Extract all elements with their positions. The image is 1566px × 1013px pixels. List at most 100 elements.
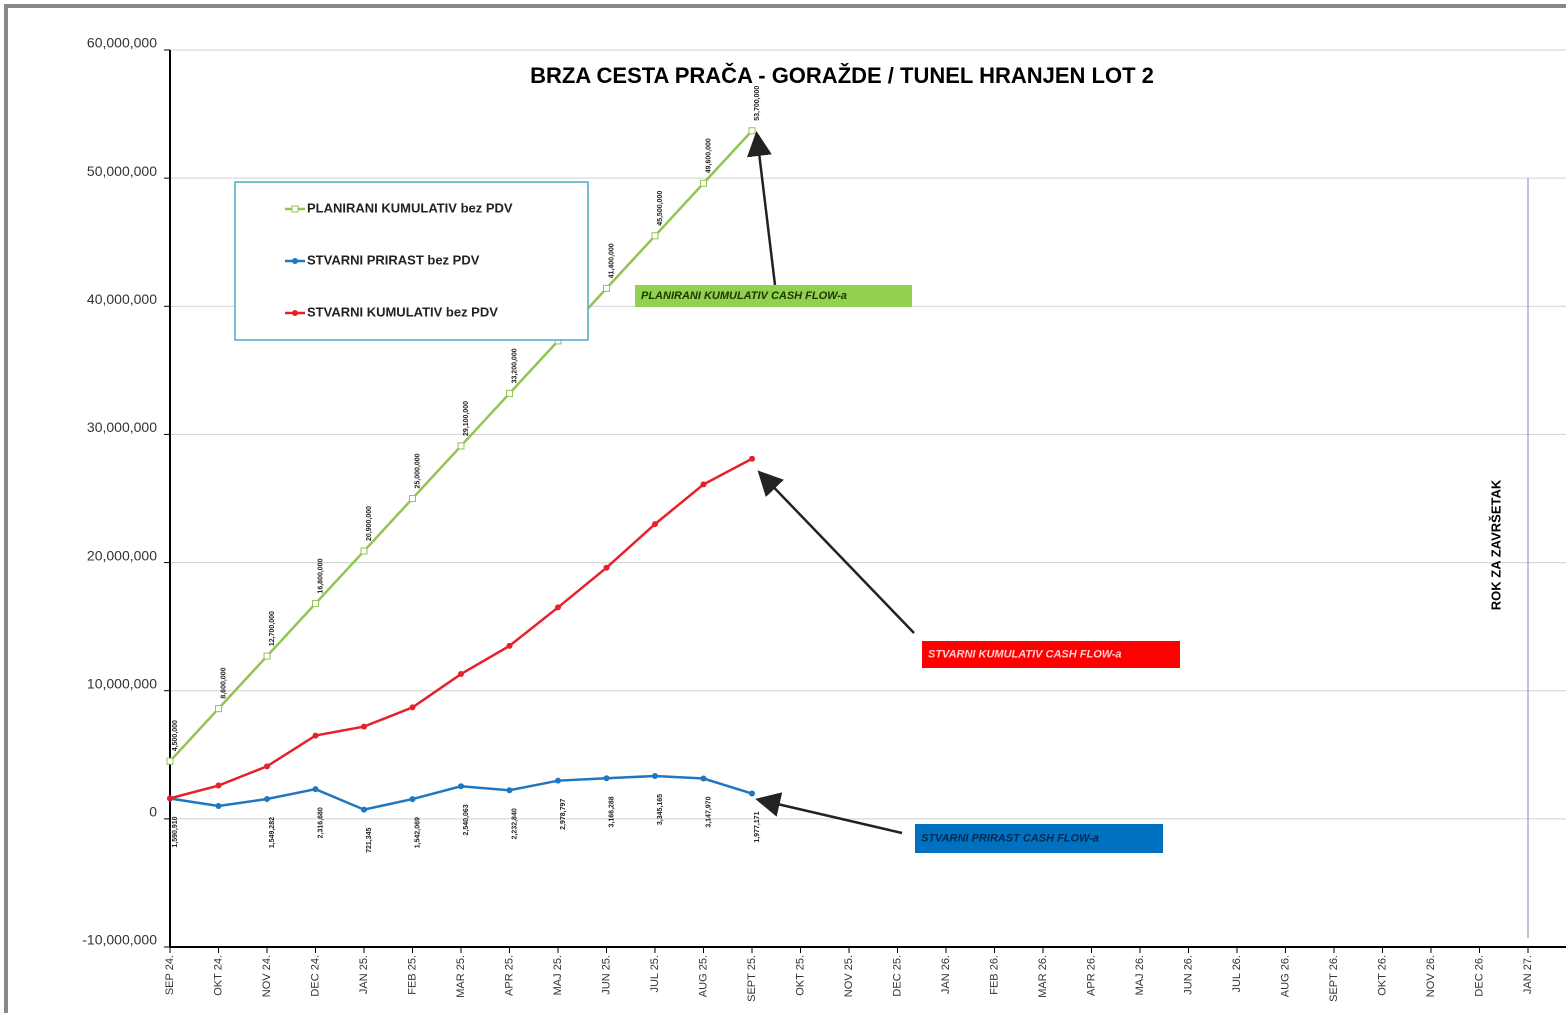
x-tick-label: DEC 25. [891, 955, 903, 997]
y-tick-label: 60,000,000 [87, 35, 157, 51]
marker [312, 600, 319, 608]
x-tick-label: JAN 27. [1522, 955, 1534, 994]
data-label: 8,600,000 [220, 667, 227, 698]
x-tick-label: JAN 25. [358, 955, 370, 994]
data-label: 3,147,970 [705, 796, 712, 827]
x-tick-label: APR 25. [503, 955, 515, 996]
y-tick-label: 30,000,000 [87, 419, 157, 435]
marker [312, 786, 319, 793]
marker [215, 782, 222, 789]
x-tick-label: MAR 26. [1037, 955, 1049, 998]
marker [749, 455, 755, 462]
data-label: 20,900,000 [366, 506, 373, 541]
marker [312, 732, 319, 739]
annotation-text: STVARNI KUMULATIV CASH FLOW-a [928, 648, 1122, 660]
x-tick-label: SEPT 26. [1328, 955, 1340, 1002]
marker [748, 127, 756, 135]
data-label: 33,200,000 [511, 348, 518, 383]
marker [652, 521, 658, 528]
chart-title: BRZA CESTA PRAČA - GORAŽDE / TUNEL HRANJ… [530, 63, 1154, 88]
data-label: 2,232,840 [511, 808, 518, 839]
x-tick-label: JUN 26. [1182, 955, 1194, 995]
x-tick-label: OKT 26. [1376, 955, 1388, 996]
marker [603, 564, 610, 571]
x-tick-label: JAN 26. [940, 955, 952, 994]
marker [651, 232, 659, 240]
marker [215, 705, 222, 713]
x-tick-label: NOV 24. [261, 955, 273, 997]
x-tick-label: SEP 24. [164, 955, 176, 995]
marker [264, 763, 270, 770]
x-tick-label: APR 26. [1085, 955, 1097, 996]
data-label: 25,000,000 [414, 453, 421, 488]
x-tick-label: AUG 26. [1279, 955, 1291, 997]
x-tick-label: JUN 25. [600, 955, 612, 995]
y-tick-label: -10,000,000 [82, 932, 157, 948]
x-tick-label: FEB 25. [406, 955, 418, 995]
marker [409, 796, 416, 803]
data-label: 2,316,680 [317, 807, 324, 838]
marker [506, 787, 513, 794]
x-tick-label: AUG 25. [697, 955, 709, 997]
legend-marker [292, 310, 298, 316]
x-tick-label: MAJ 25. [552, 955, 564, 995]
marker [166, 757, 174, 765]
annotation-box [922, 641, 1180, 668]
x-tick-label: SEPT 25. [746, 955, 758, 1002]
legend-marker [292, 258, 298, 264]
deadline-label: ROK ZA ZAVRŠETAK [1488, 479, 1503, 610]
data-label: 12,700,000 [269, 611, 276, 646]
x-tick-label: MAJ 26. [1134, 955, 1146, 995]
annotation-text: STVARNI PRIRAST CASH FLOW-a [921, 832, 1099, 844]
marker [360, 547, 368, 555]
x-tick-label: DEC 26. [1473, 955, 1485, 997]
x-tick-label: NOV 26. [1425, 955, 1437, 997]
data-label: 4,500,000 [172, 720, 179, 751]
x-tick-label: FEB 26. [988, 955, 1000, 995]
annotation-arrow [757, 470, 915, 634]
marker [458, 671, 464, 678]
x-tick-label: NOV 25. [843, 955, 855, 997]
data-label: 3,166,288 [608, 796, 615, 827]
legend-label: STVARNI KUMULATIV bez PDV [307, 304, 498, 319]
x-tick-label: MAR 25. [455, 955, 467, 998]
legend-label: STVARNI PRIRAST bez PDV [307, 252, 480, 267]
legend-marker [291, 205, 299, 213]
annotation-arrow [755, 792, 903, 835]
data-label: 1,590,910 [172, 816, 179, 847]
marker [749, 790, 755, 797]
data-label: 53,700,000 [754, 86, 761, 121]
legend-label: PLANIRANI KUMULATIV bez PDV [307, 200, 513, 215]
marker [555, 604, 561, 611]
marker [409, 495, 416, 502]
x-tick-label: JUL 25. [649, 955, 661, 993]
y-tick-label: 10,000,000 [87, 675, 157, 691]
marker [409, 704, 416, 711]
x-tick-label: JUL 26. [1231, 955, 1243, 993]
data-label: 1,549,282 [269, 817, 276, 848]
marker [506, 642, 513, 649]
marker [506, 389, 513, 397]
data-label: 41,400,000 [608, 243, 615, 278]
marker [700, 179, 707, 187]
marker [264, 796, 270, 803]
y-tick-label: 20,000,000 [87, 547, 157, 563]
marker [652, 772, 658, 779]
data-label: 16,800,000 [317, 558, 324, 593]
marker [263, 652, 271, 660]
x-tick-label: OKT 25. [794, 955, 806, 996]
marker [361, 723, 367, 730]
data-label: 1,542,069 [414, 817, 421, 848]
marker [361, 806, 367, 813]
marker [603, 284, 610, 292]
marker [458, 783, 464, 790]
data-label: 2,540,063 [463, 804, 470, 835]
data-label: 49,600,000 [705, 138, 712, 173]
marker [555, 777, 561, 784]
marker [700, 481, 707, 488]
data-label: 1,977,171 [754, 811, 761, 842]
marker [700, 775, 707, 782]
y-tick-label: 40,000,000 [87, 291, 157, 307]
frame [4, 4, 1566, 1013]
